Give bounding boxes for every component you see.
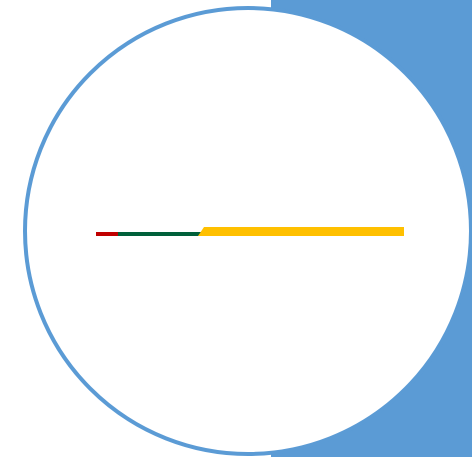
- bar-segment-red: [96, 232, 118, 236]
- bar-segment-green: [118, 232, 201, 236]
- bar-segment-yellow: [198, 227, 404, 236]
- segmented-progress-bar: [96, 227, 404, 236]
